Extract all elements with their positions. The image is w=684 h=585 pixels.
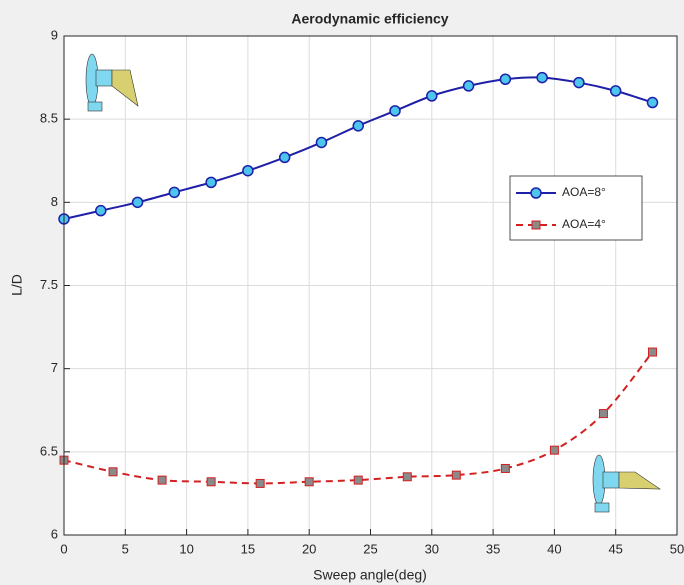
marker bbox=[353, 475, 363, 485]
marker bbox=[168, 186, 181, 199]
marker bbox=[426, 90, 438, 102]
marker bbox=[402, 472, 412, 482]
x-tick-label: 5 bbox=[122, 541, 129, 556]
marker bbox=[462, 80, 475, 92]
marker bbox=[499, 73, 512, 85]
x-tick-label: 0 bbox=[60, 541, 67, 556]
marker bbox=[451, 470, 461, 480]
marker bbox=[531, 220, 541, 230]
marker bbox=[242, 164, 254, 177]
marker bbox=[95, 204, 107, 217]
marker bbox=[646, 96, 659, 109]
aircraft-icon-bottom bbox=[592, 454, 662, 513]
x-tick-label: 40 bbox=[547, 541, 561, 556]
y-tick-label: 7.5 bbox=[40, 277, 58, 292]
marker bbox=[530, 187, 542, 199]
marker bbox=[500, 463, 510, 473]
x-tick-label: 10 bbox=[179, 541, 193, 556]
aircraft-icon-top bbox=[85, 53, 139, 112]
y-tick-label: 6.5 bbox=[40, 443, 58, 458]
marker bbox=[304, 477, 314, 487]
x-tick-label: 35 bbox=[486, 541, 500, 556]
x-tick-label: 25 bbox=[363, 541, 377, 556]
marker bbox=[131, 196, 144, 209]
marker bbox=[573, 76, 585, 89]
marker bbox=[315, 136, 328, 149]
x-tick-label: 50 bbox=[670, 541, 684, 556]
marker bbox=[389, 105, 401, 117]
x-tick-label: 15 bbox=[241, 541, 255, 556]
chart-title: Aerodynamic efficiency bbox=[291, 11, 448, 27]
marker bbox=[549, 445, 559, 455]
marker bbox=[206, 477, 216, 487]
marker bbox=[598, 409, 608, 419]
y-tick-label: 8.5 bbox=[40, 111, 58, 126]
x-tick-label: 20 bbox=[302, 541, 316, 556]
x-axis-label: Sweep angle(deg) bbox=[313, 567, 427, 583]
y-tick-label: 9 bbox=[51, 27, 58, 42]
x-tick-label: 30 bbox=[425, 541, 439, 556]
y-axis-label: L/D bbox=[9, 274, 25, 296]
marker bbox=[278, 151, 291, 164]
plot-frame bbox=[63, 35, 678, 536]
legend-label: AOA=8° bbox=[562, 185, 606, 199]
y-tick-label: 7 bbox=[51, 360, 58, 375]
marker bbox=[205, 176, 217, 189]
marker bbox=[108, 467, 118, 477]
x-tick-label: 45 bbox=[608, 541, 622, 556]
y-tick-label: 6 bbox=[51, 526, 58, 541]
marker bbox=[157, 475, 167, 485]
marker bbox=[609, 85, 622, 97]
marker bbox=[255, 478, 265, 488]
marker bbox=[352, 120, 364, 132]
y-tick-label: 8 bbox=[51, 194, 58, 209]
legend: AOA=8° AOA=4° bbox=[509, 175, 643, 241]
legend-label: AOA=4° bbox=[562, 217, 606, 231]
marker bbox=[536, 71, 548, 84]
marker bbox=[647, 347, 657, 357]
